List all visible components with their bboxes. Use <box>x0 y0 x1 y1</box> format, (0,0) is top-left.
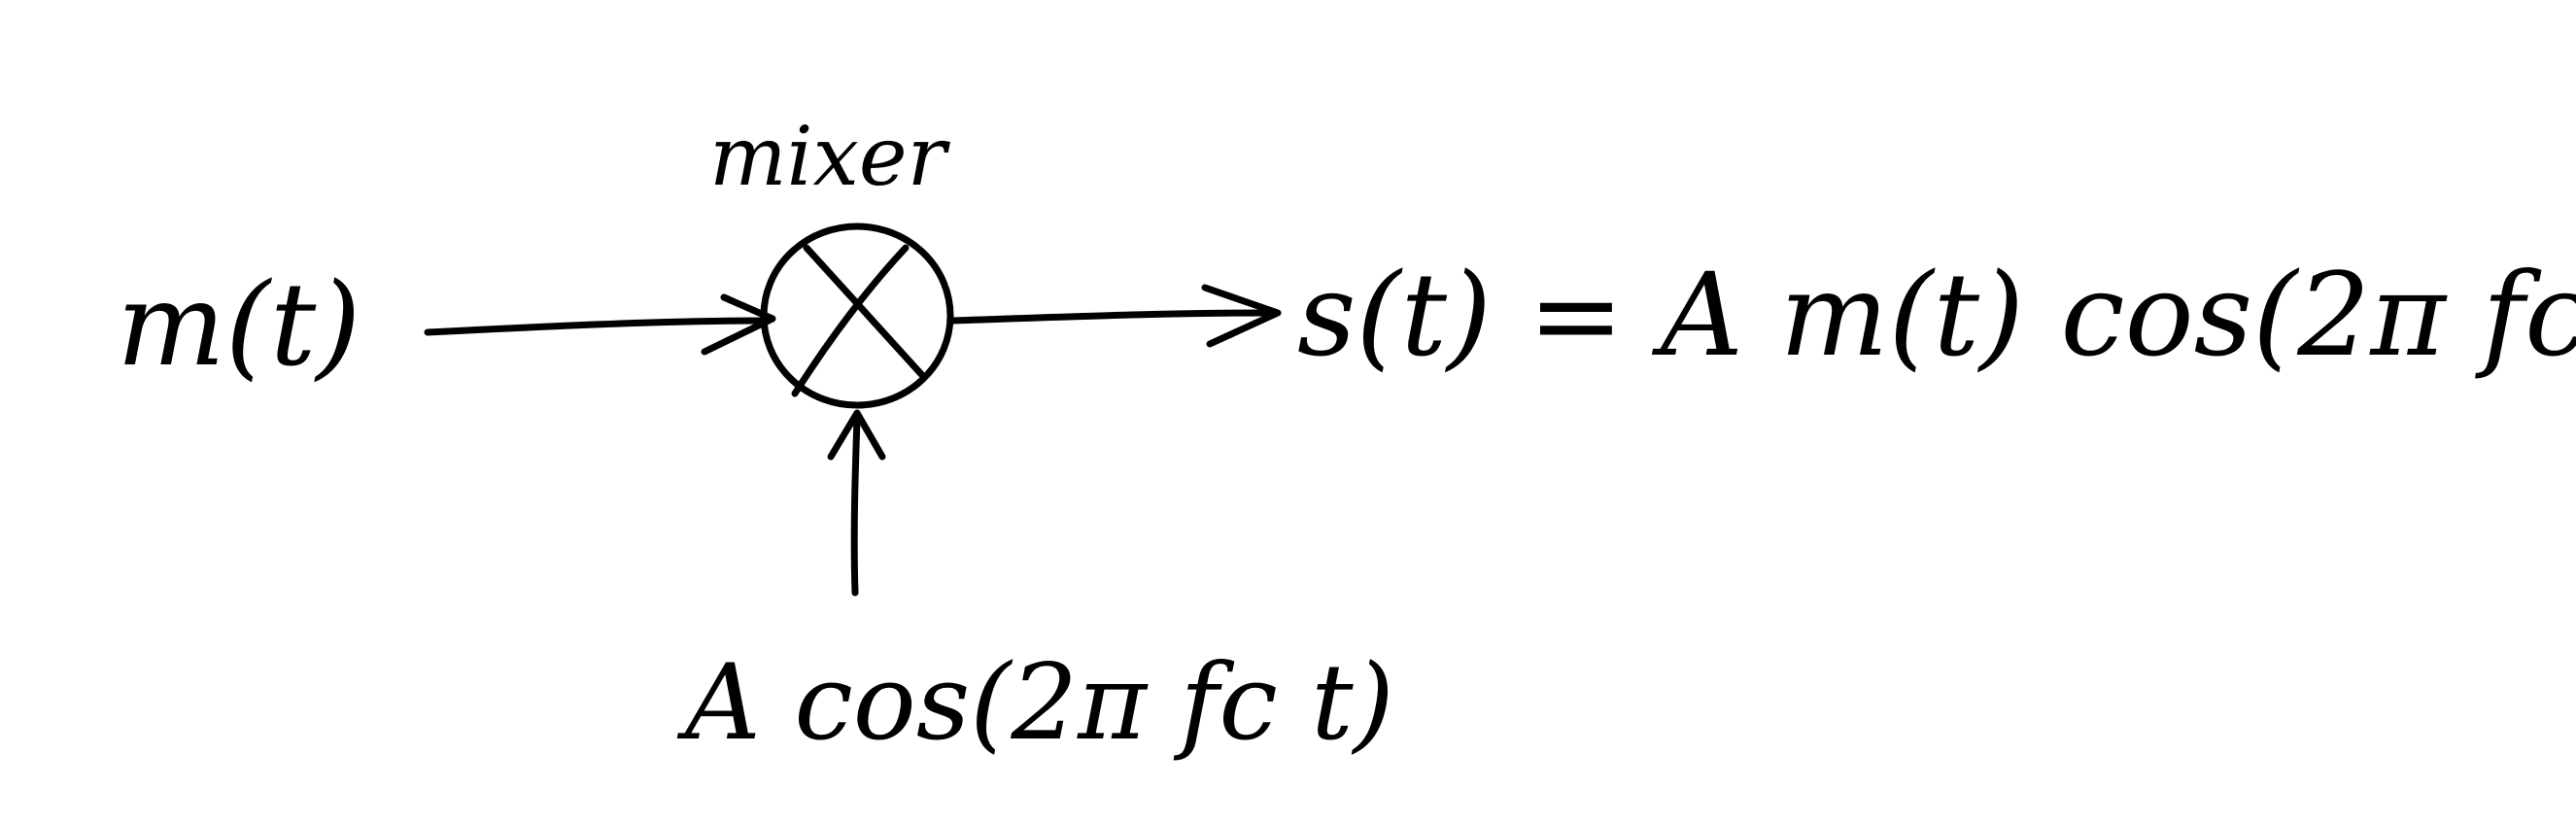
input-arrow <box>424 293 776 356</box>
carrier-arrow <box>827 409 886 597</box>
output-signal-label: s(t) = A m(t) cos(2π fc t) <box>1297 248 2576 382</box>
output-arrow <box>948 284 1282 348</box>
carrier-signal-label: A cos(2π fc t) <box>676 642 1394 764</box>
mixer-label: mixer <box>709 109 951 204</box>
input-signal-label: m(t) <box>117 257 361 392</box>
mixer-icon <box>760 223 954 409</box>
